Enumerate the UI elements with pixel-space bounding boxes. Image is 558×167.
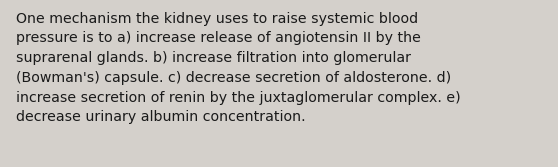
Text: One mechanism the kidney uses to raise systemic blood
pressure is to a) increase: One mechanism the kidney uses to raise s… [16, 12, 460, 124]
